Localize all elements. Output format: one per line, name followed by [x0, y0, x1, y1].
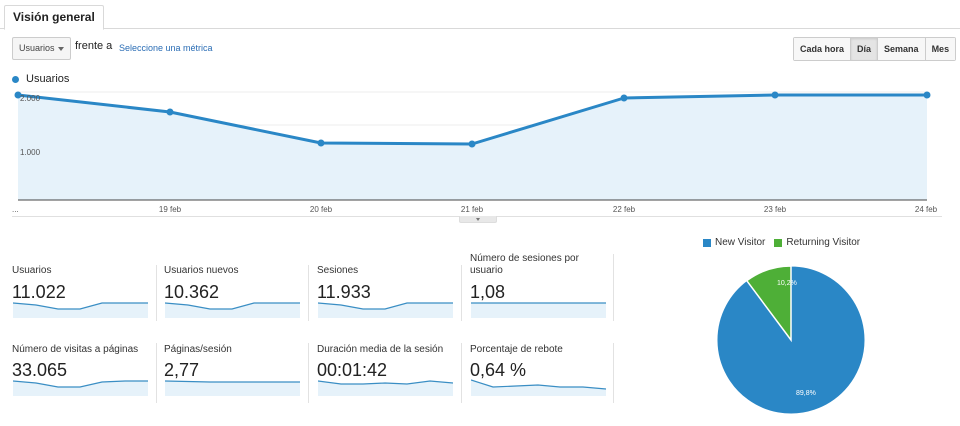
- scorecard-value: 2,77: [164, 360, 200, 380]
- chevron-down-icon: [58, 47, 64, 51]
- x-label: 19 feb: [158, 205, 182, 214]
- chart-legend: Usuarios: [12, 73, 69, 85]
- x-label: 23 feb: [763, 205, 787, 214]
- divider: [613, 343, 614, 403]
- scorecard-value: 1,08: [470, 282, 506, 302]
- series-dot-icon: [12, 75, 19, 83]
- pie-legend: New Visitor Returning Visitor: [703, 237, 869, 248]
- granularity-hour-button[interactable]: Cada hora: [794, 38, 852, 60]
- scorecard-label: Duración media de la sesión: [317, 344, 444, 355]
- scorecard-new-users[interactable]: Usuarios nuevos 10.362: [164, 258, 310, 328]
- metric-dropdown-value: Usuarios: [19, 43, 55, 53]
- users-line-chart[interactable]: [0, 85, 960, 220]
- data-points: [14, 91, 931, 148]
- scorecard-label: Número de sesiones por usuario: [470, 253, 579, 276]
- collapse-chart-handle[interactable]: [459, 216, 497, 223]
- granularity-month-button[interactable]: Mes: [925, 38, 956, 60]
- granularity-week-button[interactable]: Semana: [878, 38, 926, 60]
- pie-slice-returning-visitor: [745, 265, 792, 343]
- legend-item-returning-visitor[interactable]: Returning Visitor: [774, 237, 860, 248]
- divider: [461, 265, 462, 321]
- divider: [308, 343, 309, 403]
- scorecard-value: 11.022: [12, 282, 66, 302]
- y-tick-1000: 1.000: [20, 148, 41, 157]
- x-label: 20 feb: [309, 205, 333, 214]
- scorecard-label: Sesiones: [317, 265, 359, 276]
- area-fill: [18, 95, 927, 200]
- sparkline: [13, 380, 148, 396]
- square-swatch-icon: [703, 238, 711, 247]
- sparkline: [471, 379, 607, 396]
- granularity-day-button[interactable]: Día: [851, 38, 879, 60]
- scorecard-sessions[interactable]: Sesiones 11.933: [317, 258, 463, 328]
- granularity-toggle: Cada hora Día Semana Mes: [793, 37, 957, 61]
- sparkline: [318, 302, 453, 318]
- sparkline: [13, 302, 148, 318]
- versus-label: frente a: [75, 40, 113, 52]
- scorecard-users[interactable]: Usuarios 11.022: [12, 258, 158, 328]
- legend-label: Usuarios: [26, 73, 70, 85]
- select-metric-link[interactable]: Seleccione una métrica: [119, 43, 213, 53]
- x-label: 22 feb: [612, 205, 636, 214]
- scorecard-pages-per-session[interactable]: Páginas/sesión 2,77: [164, 343, 310, 413]
- x-label: 24 feb: [914, 205, 938, 214]
- sparkline: [165, 380, 300, 396]
- tab-bar: Visión general: [0, 0, 960, 30]
- x-label: ...: [12, 205, 19, 214]
- divider: [156, 265, 157, 321]
- scorecard-value: 33.065: [12, 360, 68, 380]
- divider: [613, 254, 614, 321]
- visitor-type-pie-chart[interactable]: 10,2% 89,8%: [714, 263, 868, 417]
- scorecard-sessions-per-user[interactable]: Número de sesiones por usuario 1,08: [470, 252, 616, 322]
- scorecard-label: Porcentaje de rebote: [470, 344, 563, 355]
- metric-dropdown[interactable]: Usuarios: [12, 37, 71, 60]
- sparkline: [471, 302, 606, 318]
- scorecard-avg-session-duration[interactable]: Duración media de la sesión 00:01:42: [317, 343, 463, 413]
- legend-label: New Visitor: [715, 237, 766, 248]
- tab-overview[interactable]: Visión general: [4, 5, 104, 30]
- pie-label-new: 89,8%: [796, 390, 816, 397]
- y-tick-2000: 2.000: [20, 94, 41, 103]
- legend-label: Returning Visitor: [786, 237, 861, 248]
- scorecard-value: 11.933: [317, 282, 371, 302]
- divider: [156, 343, 157, 403]
- scorecard-pageviews[interactable]: Número de visitas a páginas 33.065: [12, 343, 158, 413]
- scorecard-value: 00:01:42: [317, 360, 388, 380]
- pie-label-returning: 10,2%: [777, 280, 797, 287]
- x-label: 21 feb: [460, 205, 484, 214]
- sparkline: [165, 302, 300, 318]
- scorecard-bounce-rate[interactable]: Porcentaje de rebote 0,64 %: [470, 343, 616, 413]
- scorecard-value: 10.362: [164, 282, 220, 302]
- square-swatch-icon: [774, 238, 783, 247]
- scorecard-label: Usuarios: [12, 265, 52, 276]
- sparkline: [318, 380, 454, 396]
- divider: [308, 265, 309, 321]
- chevron-down-icon: [476, 218, 480, 221]
- scorecard-label: Páginas/sesión: [164, 344, 232, 355]
- legend-item-new-visitor[interactable]: New Visitor: [703, 237, 765, 248]
- scorecard-value: 0,64 %: [470, 360, 527, 380]
- scorecard-label: Número de visitas a páginas: [12, 344, 139, 355]
- scorecard-label: Usuarios nuevos: [164, 265, 239, 276]
- divider: [461, 343, 462, 403]
